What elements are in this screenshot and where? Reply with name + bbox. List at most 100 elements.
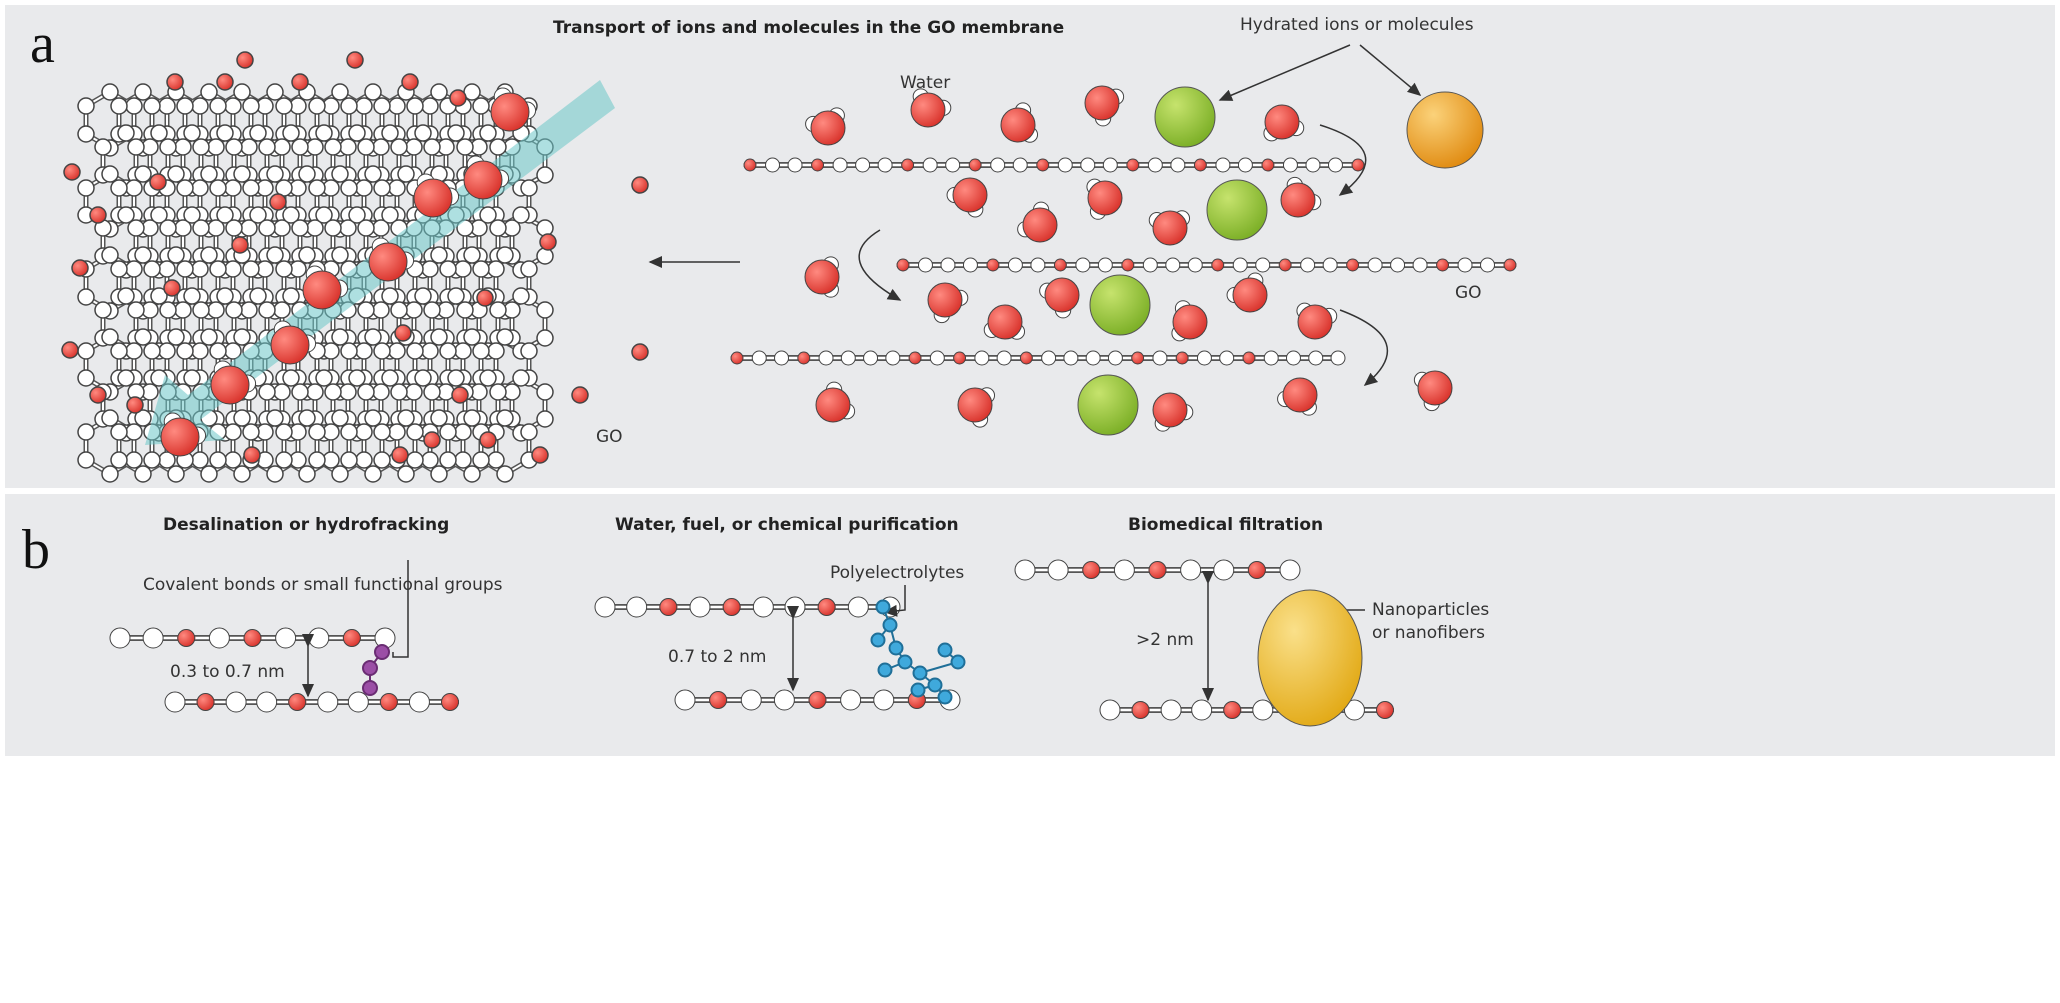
carbon-atom (134, 165, 152, 183)
go-label-left: GO (596, 427, 623, 447)
carbon-atom (249, 206, 267, 224)
polyelectrolyte-bead (875, 599, 891, 615)
water-molecule (1084, 85, 1125, 127)
carbon-atom (275, 423, 293, 441)
carbon-atom (536, 410, 554, 428)
carbon-atom (414, 124, 432, 142)
carbon-atom (266, 165, 284, 183)
carbon-atom (414, 287, 432, 305)
panel-b-background (5, 494, 2055, 756)
water-molecule (927, 282, 969, 324)
carbon-atom (397, 165, 415, 183)
carbon-atom (77, 179, 95, 197)
go-sheet (1014, 559, 1301, 581)
biomedical-title: Biomedical filtration (1128, 515, 1323, 535)
carbon-atom (110, 97, 128, 115)
oxygen-atom (449, 89, 467, 107)
carbon-atom (479, 369, 497, 387)
carbon-atom (520, 179, 538, 197)
carbon-atom (331, 246, 349, 264)
desalination-title: Desalination or hydrofracking (163, 515, 449, 535)
carbon-atom (512, 287, 530, 305)
carbon-atom (364, 328, 382, 346)
carbon-atom (355, 179, 373, 197)
go-sheets (109, 157, 1517, 721)
carbon-atom (117, 124, 135, 142)
water-molecule (463, 155, 510, 200)
carbon-atom (258, 301, 276, 319)
carbon-atom (200, 83, 218, 101)
carbon-atom (406, 342, 424, 360)
polyelectrolyte-bead (910, 682, 926, 698)
carbon-atom (339, 138, 357, 156)
carbon-atom (77, 451, 95, 469)
carbon-atom (355, 423, 373, 441)
carbon-atom (191, 97, 209, 115)
oxygen-atom (231, 236, 249, 254)
carbon-atom (406, 451, 424, 469)
carbon-atom (266, 246, 284, 264)
carbon-atom (489, 383, 507, 401)
carbon-atom (364, 409, 382, 427)
carbon-atom (496, 246, 514, 264)
carbon-atom (479, 206, 497, 224)
oxygen-atom (149, 173, 167, 191)
carbon-atom (183, 287, 201, 305)
carbon-atom (224, 423, 242, 441)
hydrated-ion-green (1154, 86, 1216, 148)
polyelectrolyte-bead (937, 689, 953, 705)
carbon-atom (275, 97, 293, 115)
carbon-atom (340, 97, 358, 115)
hydrated-molecule-orange (1406, 91, 1484, 169)
carbon-atom (331, 465, 349, 483)
carbon-atom (176, 179, 194, 197)
water-molecule (413, 173, 460, 218)
carbon-atom (224, 260, 242, 278)
water-molecule (1000, 102, 1039, 143)
carbon-atom (306, 138, 324, 156)
carbon-atom (423, 383, 441, 401)
carbon-atom (224, 97, 242, 115)
carbon-atom (397, 409, 415, 427)
water-molecule (910, 88, 952, 128)
carbon-atom (174, 138, 192, 156)
water-molecule (1296, 302, 1338, 340)
carbon-atom (176, 97, 194, 115)
carbon-atom (159, 138, 177, 156)
carbon-atom (520, 260, 538, 278)
carbon-atom (373, 97, 391, 115)
carbon-atom (364, 165, 382, 183)
carbon-atom (454, 451, 472, 469)
oxygen-atom (531, 446, 549, 464)
carbon-atom (489, 219, 507, 237)
carbon-atom (381, 206, 399, 224)
carbon-atom (298, 409, 316, 427)
carbon-atom (216, 124, 234, 142)
carbon-atom (101, 465, 119, 483)
carbon-atom (536, 219, 554, 237)
carbon-atom (101, 83, 119, 101)
carbon-atom (159, 219, 177, 237)
carbon-atom (110, 423, 128, 441)
carbon-atom (200, 328, 218, 346)
water-molecule (1039, 277, 1080, 319)
carbon-atom (430, 83, 448, 101)
carbon-atom (143, 97, 161, 115)
carbon-atom (110, 179, 128, 197)
carbon-atom (101, 246, 119, 264)
carbon-atom (192, 301, 210, 319)
polyelectrolyte-bead (912, 665, 928, 681)
oxygen-atom (394, 324, 412, 342)
purification-title: Water, fuel, or chemical purification (615, 515, 959, 535)
carbon-atom (373, 451, 391, 469)
carbon-atom (209, 179, 227, 197)
water-molecule (1086, 178, 1123, 220)
carbon-atom (331, 165, 349, 183)
carbon-atom (373, 342, 391, 360)
carbon-atom (405, 301, 423, 319)
carbon-atom (200, 465, 218, 483)
carbon-atom (331, 409, 349, 427)
carbon-atom (520, 342, 538, 360)
carbon-atom (479, 124, 497, 142)
carbon-atom (439, 342, 457, 360)
